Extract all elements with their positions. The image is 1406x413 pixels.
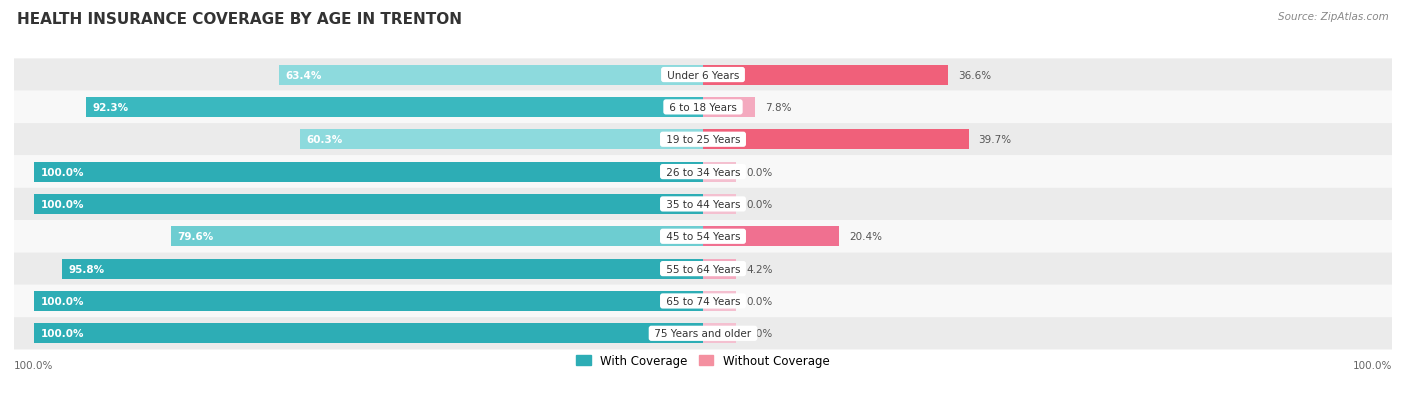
Text: 65 to 74 Years: 65 to 74 Years xyxy=(662,296,744,306)
Text: 95.8%: 95.8% xyxy=(69,264,105,274)
Text: 100.0%: 100.0% xyxy=(14,360,53,370)
Text: 35 to 44 Years: 35 to 44 Years xyxy=(662,199,744,209)
Text: 19 to 25 Years: 19 to 25 Years xyxy=(662,135,744,145)
FancyBboxPatch shape xyxy=(14,221,1392,253)
FancyBboxPatch shape xyxy=(14,92,1392,124)
FancyBboxPatch shape xyxy=(14,124,1392,156)
Text: 6 to 18 Years: 6 to 18 Years xyxy=(666,103,740,113)
Bar xyxy=(703,195,737,214)
Text: 0.0%: 0.0% xyxy=(747,167,773,177)
Bar xyxy=(703,97,755,118)
Bar xyxy=(703,130,969,150)
Text: 100.0%: 100.0% xyxy=(41,328,84,339)
Text: 39.7%: 39.7% xyxy=(979,135,1012,145)
Bar xyxy=(703,162,737,182)
Text: 55 to 64 Years: 55 to 64 Years xyxy=(662,264,744,274)
Text: 45 to 54 Years: 45 to 54 Years xyxy=(662,232,744,242)
Text: 4.2%: 4.2% xyxy=(747,264,773,274)
Bar xyxy=(86,97,703,118)
Text: 100.0%: 100.0% xyxy=(1353,360,1392,370)
FancyBboxPatch shape xyxy=(14,188,1392,221)
FancyBboxPatch shape xyxy=(14,156,1392,188)
FancyBboxPatch shape xyxy=(14,285,1392,317)
Bar xyxy=(34,162,703,182)
Text: 20.4%: 20.4% xyxy=(849,232,883,242)
Text: 100.0%: 100.0% xyxy=(41,296,84,306)
Text: 26 to 34 Years: 26 to 34 Years xyxy=(662,167,744,177)
Text: 0.0%: 0.0% xyxy=(747,296,773,306)
Bar xyxy=(703,291,737,311)
Text: 60.3%: 60.3% xyxy=(307,135,343,145)
Text: Under 6 Years: Under 6 Years xyxy=(664,70,742,81)
Bar xyxy=(703,65,948,85)
Text: 63.4%: 63.4% xyxy=(285,70,322,81)
Legend: With Coverage, Without Coverage: With Coverage, Without Coverage xyxy=(572,350,834,372)
Bar xyxy=(170,227,703,247)
FancyBboxPatch shape xyxy=(14,253,1392,285)
Bar xyxy=(299,130,703,150)
Bar xyxy=(34,323,703,344)
Text: 92.3%: 92.3% xyxy=(93,103,128,113)
Text: 36.6%: 36.6% xyxy=(957,70,991,81)
Text: 75 Years and older: 75 Years and older xyxy=(651,328,755,339)
Text: HEALTH INSURANCE COVERAGE BY AGE IN TRENTON: HEALTH INSURANCE COVERAGE BY AGE IN TREN… xyxy=(17,12,463,27)
Bar xyxy=(34,291,703,311)
Text: 79.6%: 79.6% xyxy=(177,232,214,242)
Bar xyxy=(703,259,737,279)
Text: Source: ZipAtlas.com: Source: ZipAtlas.com xyxy=(1278,12,1389,22)
Bar xyxy=(278,65,703,85)
FancyBboxPatch shape xyxy=(14,59,1392,92)
Text: 100.0%: 100.0% xyxy=(41,199,84,209)
Text: 0.0%: 0.0% xyxy=(747,328,773,339)
Text: 100.0%: 100.0% xyxy=(41,167,84,177)
Text: 0.0%: 0.0% xyxy=(747,199,773,209)
Bar xyxy=(34,195,703,214)
FancyBboxPatch shape xyxy=(14,317,1392,350)
Bar xyxy=(703,323,737,344)
Bar xyxy=(62,259,703,279)
Bar xyxy=(703,227,839,247)
Text: 7.8%: 7.8% xyxy=(765,103,792,113)
